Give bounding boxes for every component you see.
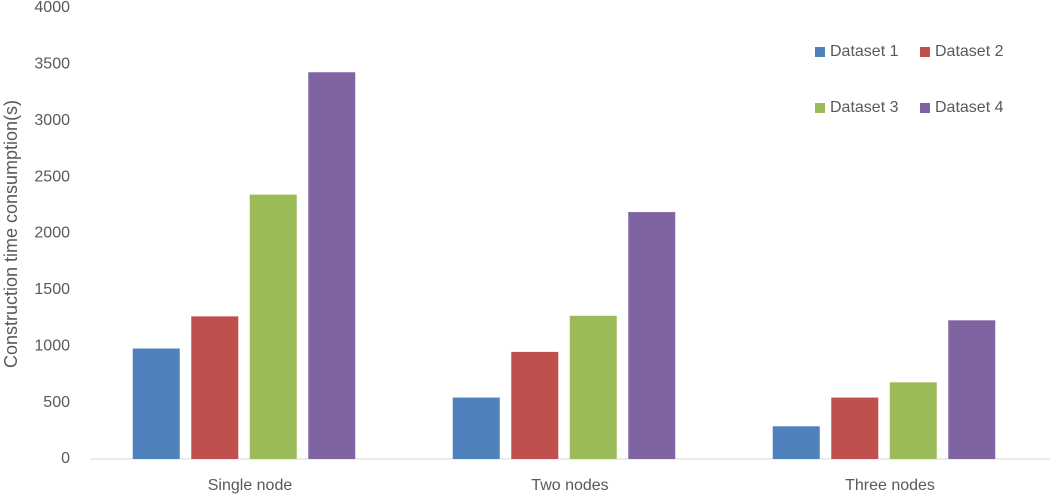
bar [772, 426, 820, 459]
bar [569, 315, 617, 459]
y-tick-label: 1000 [34, 337, 70, 354]
y-tick-label: 0 [61, 450, 70, 467]
y-tick-label: 3500 [34, 56, 70, 73]
bar [249, 194, 297, 459]
x-tick-label: Two nodes [531, 477, 608, 494]
legend-swatch [815, 103, 825, 113]
bar [132, 348, 180, 459]
y-tick-label: 1500 [34, 281, 70, 298]
bar [191, 316, 239, 459]
x-tick-label: Single node [208, 477, 293, 494]
legend-label: Dataset 1 [830, 43, 899, 60]
bar [889, 382, 937, 459]
y-tick-label: 3000 [34, 112, 70, 129]
bar [831, 397, 879, 459]
legend-swatch [920, 47, 930, 57]
legend-swatch [920, 103, 930, 113]
bar [628, 212, 676, 459]
x-tick-label: Three nodes [845, 477, 935, 494]
y-tick-label: 2500 [34, 168, 70, 185]
legend-label: Dataset 4 [935, 99, 1004, 116]
bar [452, 397, 500, 459]
legend-label: Dataset 3 [830, 99, 899, 116]
bar [308, 72, 356, 459]
y-tick-label: 4000 [34, 0, 70, 16]
bar [511, 351, 559, 459]
legend-swatch [815, 47, 825, 57]
y-tick-label: 500 [43, 394, 70, 411]
y-tick-label: 2000 [34, 225, 70, 242]
y-axis-label: Construction time consumption(s) [1, 100, 21, 368]
bar [948, 320, 996, 459]
legend-label: Dataset 2 [935, 43, 1004, 60]
